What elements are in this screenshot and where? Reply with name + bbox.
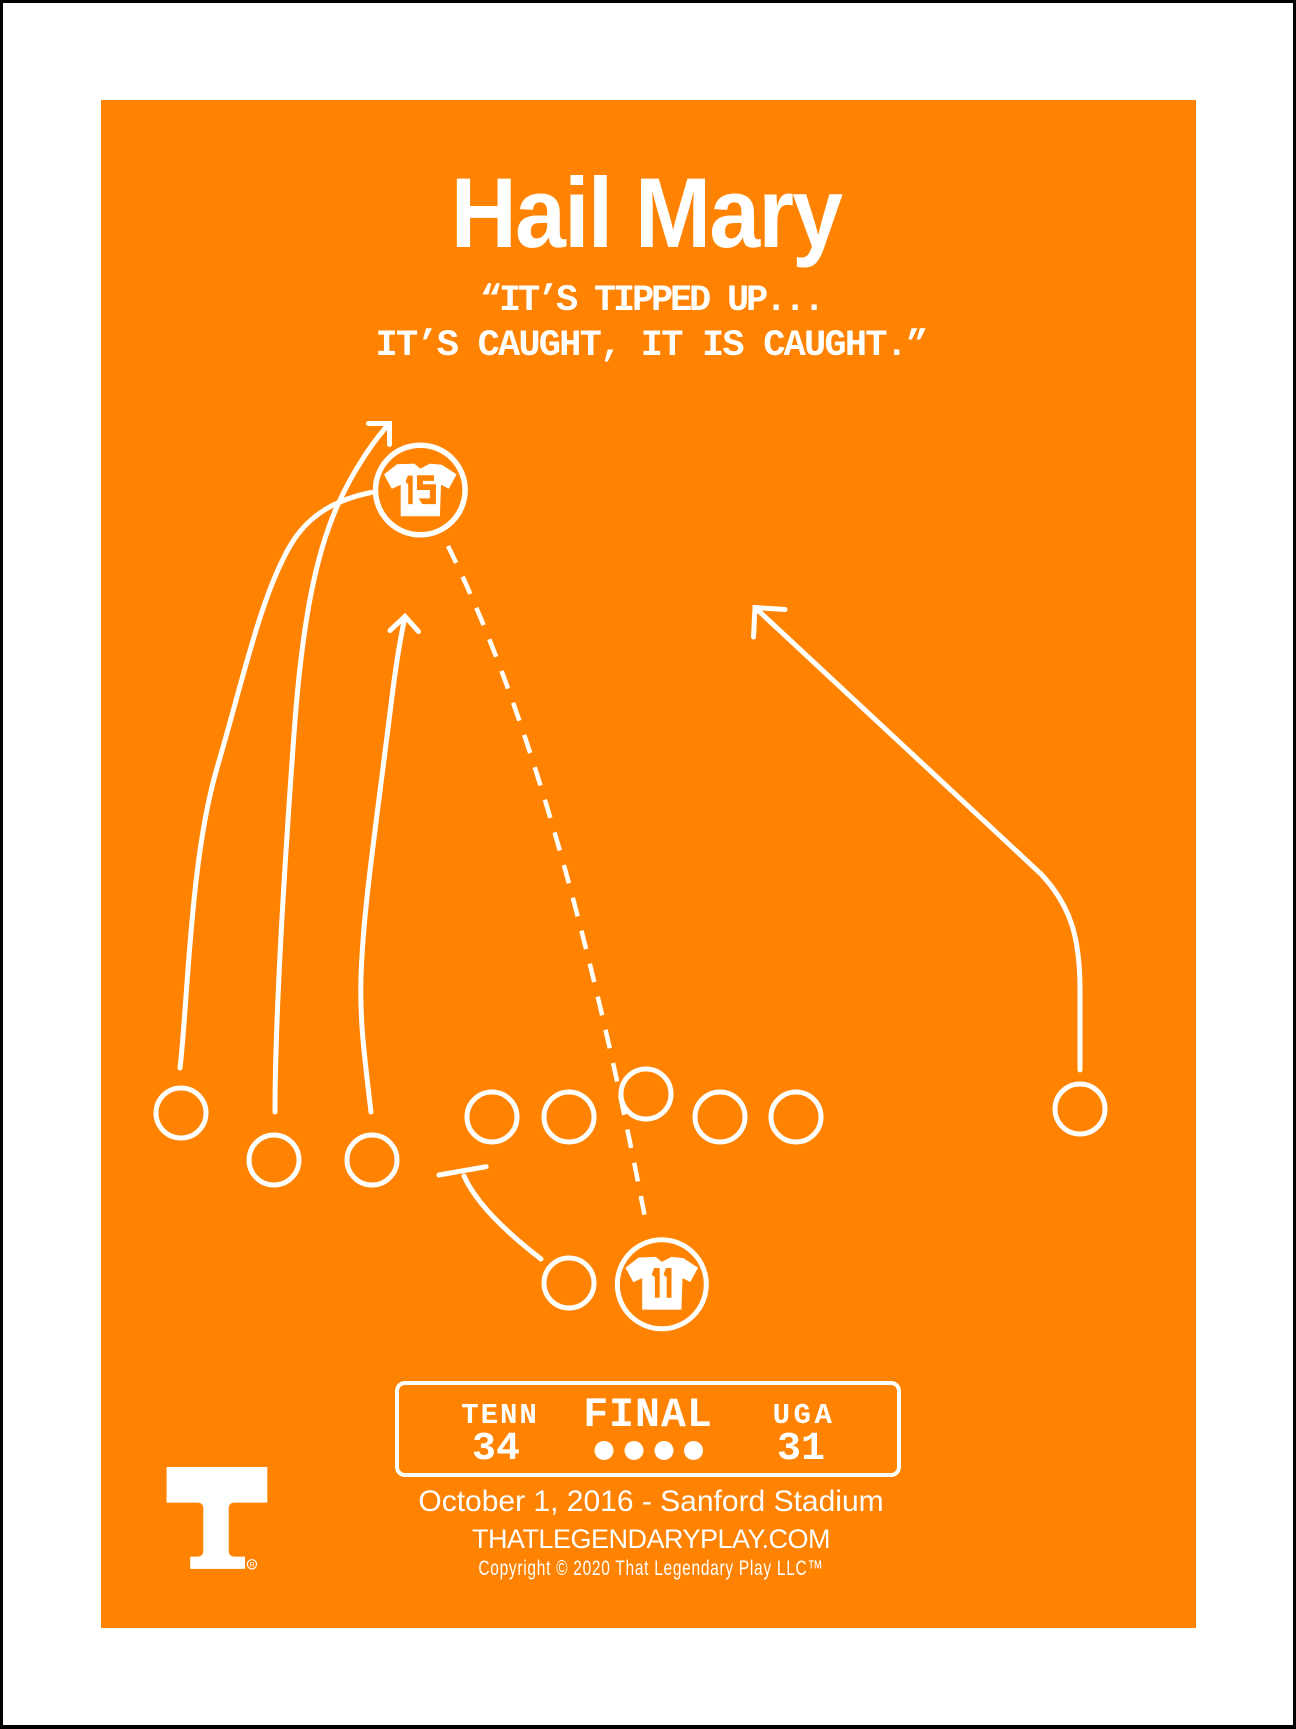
svg-text:R: R: [249, 1562, 254, 1569]
